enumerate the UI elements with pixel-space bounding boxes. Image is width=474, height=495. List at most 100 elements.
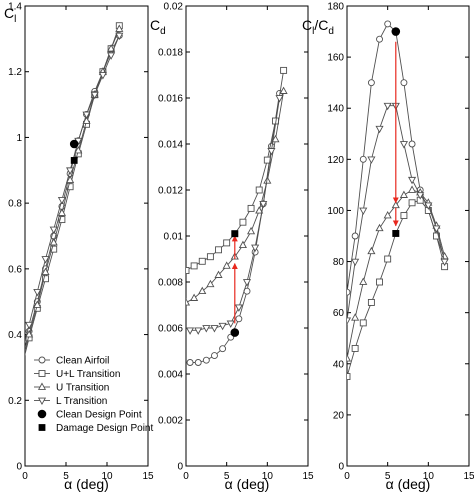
data-point-u-l-transition [280,66,288,74]
data-point-clean-airfoil [376,35,383,43]
y-tick-label: 0 [338,462,344,473]
y-tick-label: 140 [327,104,344,115]
cd-panel: 0 0.002 0.004 0.006 0.008 0.01 0.012 0.014 0.016… [150,2,314,493]
y-tick-label: 0.014 [158,140,183,151]
data-point-clean-airfoil [367,79,375,87]
data-point-l-transition [267,148,276,156]
data-point-u-transition [214,270,223,278]
data-point-l-transition [25,321,34,330]
data-point-u-l-transition [239,218,247,226]
data-point-l-transition [251,244,260,253]
data-point-u-transition [247,226,256,235]
legend-marker-u-l-transition [38,370,46,377]
legend-label: U+L Transition [56,369,120,380]
series-line-u-l-transition [25,25,120,357]
data-point-u-transition [198,286,207,295]
damage-design-point [231,230,239,238]
x-axis-title: α (deg) [386,476,431,492]
data-point-u-transition [383,211,392,219]
data-point-u-l-transition [247,204,255,212]
legend-marker-clean-airfoil [38,356,46,364]
data-point-u-l-transition [351,344,359,352]
data-point-u-transition [186,298,191,306]
data-point-u-l-transition [198,257,206,265]
y-tick-label: 0.008 [158,278,183,289]
data-point-l-transition [41,256,50,264]
data-point-u-transition [367,246,376,255]
data-point-l-transition [432,225,441,233]
x-axis-title: α (deg) [225,476,270,492]
data-point-clean-airfoil [347,288,351,296]
legend-label: U Transition [56,383,109,394]
y-tick-label: 0.01 [164,232,184,243]
series-line-u-transition [25,28,120,353]
y-tick-label: 60 [333,308,345,319]
legend-label: L Transition [56,396,107,407]
data-point-clean-airfoil [351,232,359,240]
legend-marker-u-transition [37,382,47,390]
data-point-u-transition [391,200,400,209]
data-point-u-l-transition [376,278,383,286]
y-tick-label: 0.018 [158,48,183,59]
data-point-l-transition [98,72,107,80]
data-point-u-transition [375,223,384,232]
data-point-l-transition [359,207,368,215]
data-point-u-l-transition [359,319,367,327]
data-point-l-transition [107,52,116,60]
x-tick-label: 5 [385,471,391,482]
damage-design-point [392,230,400,237]
data-point-u-l-transition [408,199,416,207]
data-point-u-transition [33,300,42,308]
y-tick-label: 0 [16,462,22,473]
data-point-u-l-transition [347,373,351,381]
data-point-u-l-transition [367,298,375,306]
data-point-clean-airfoil [400,79,408,87]
data-point-l-transition [18,355,25,361]
y-axis-title: Cl [4,5,16,25]
data-point-u-l-transition [206,253,214,261]
data-point-u-l-transition [190,262,198,270]
clean-design-point [69,139,79,149]
y-axis-title: Cl/Cd [302,17,334,37]
clean-design-point [230,328,240,337]
data-point-u-l-transition [66,183,74,191]
data-point-u-transition [66,175,75,183]
data-point-l-transition [351,258,360,267]
data-point-u-transition [41,267,50,275]
data-point-clean-airfoil [186,359,194,366]
data-point-l-transition [242,279,252,287]
data-point-l-transition [66,167,75,175]
data-point-u-transition [347,354,352,362]
data-point-u-transition [271,134,280,143]
data-point-u-transition [49,238,58,246]
y-tick-label: 40 [333,359,345,370]
y-tick-label: 0.004 [158,370,183,381]
plot-area [186,66,288,366]
data-point-l-transition [347,317,352,325]
data-point-u-l-transition [186,267,190,274]
x-tick-label: 15 [142,471,154,482]
damage-design-point [70,157,78,164]
plot-area [347,20,449,381]
x-tick-label: 15 [463,471,474,482]
data-point-l-transition [49,226,58,234]
data-point-u-transition [25,330,34,338]
legend-marker-l-transition [37,397,47,406]
data-point-u-l-transition [58,216,66,224]
data-point-u-l-transition [384,255,392,263]
legend: Clean Airfoil U+L Transition U Transition L… [34,356,153,434]
x-tick-label: 15 [302,471,314,482]
data-point-l-transition [234,304,243,312]
y-tick-label: 1 [16,133,22,144]
data-point-l-transition [259,200,268,209]
axes-frame [346,5,470,467]
cl-panel: 0 0.2 0.4 0.6 0.8 1 1.2 1.4 0 5 10 15 α (deg) Cl Clean… [4,2,154,493]
data-point-u-transition [107,44,116,52]
x-axis-title: α (deg) [64,476,109,492]
x-tick-label: 0 [183,471,189,482]
data-point-u-transition [238,240,247,249]
data-point-u-l-transition [400,212,408,220]
data-point-l-transition [226,320,235,328]
y-tick-label: 0.8 [8,199,22,210]
